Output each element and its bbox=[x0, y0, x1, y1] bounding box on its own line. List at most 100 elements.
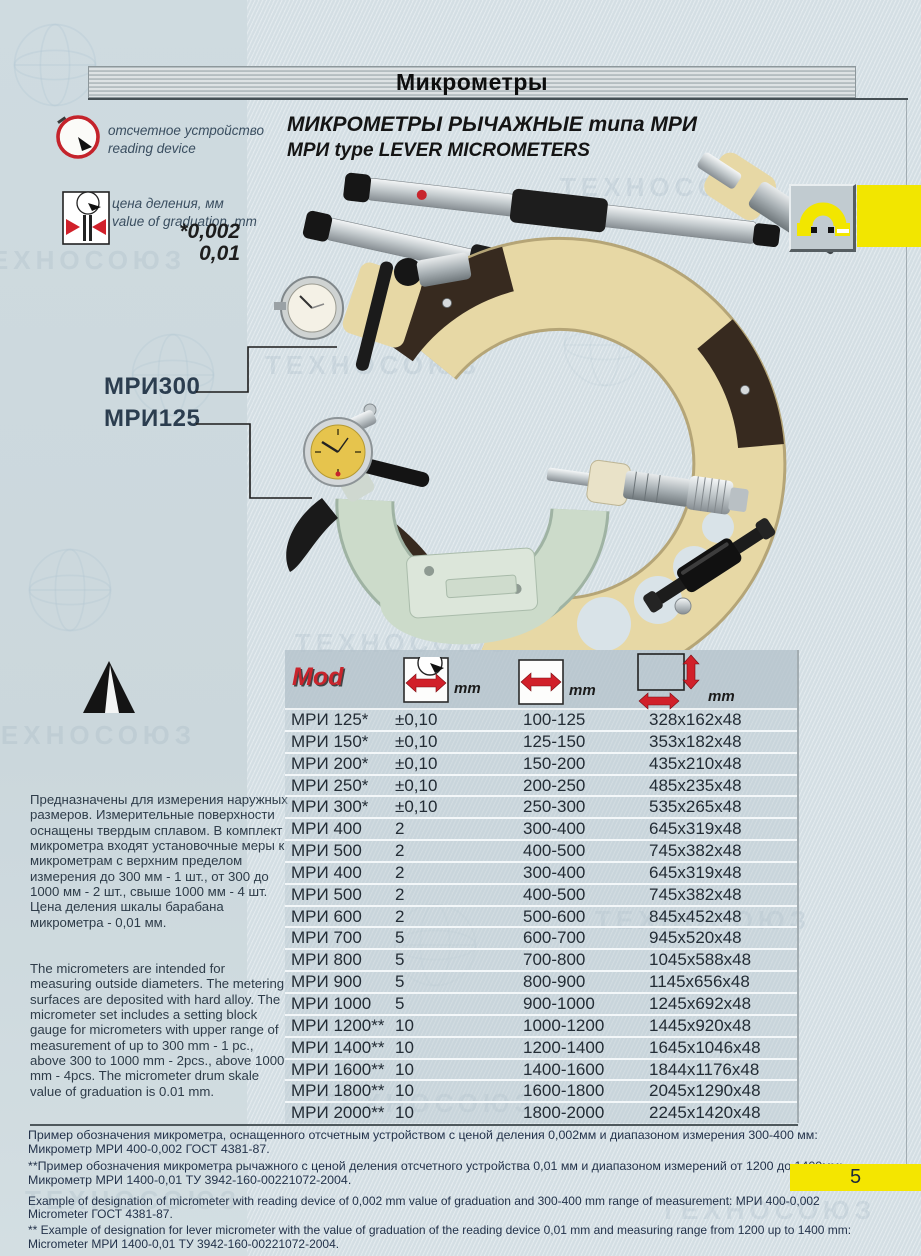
page-title: Микрометры bbox=[395, 68, 549, 95]
product-photo bbox=[274, 152, 843, 650]
cell-dimensions: 1045x588x48 bbox=[649, 950, 752, 970]
cell-accuracy: 2 bbox=[395, 819, 405, 839]
graduation-values: *0,002 0,01 bbox=[96, 220, 240, 266]
cell-dimensions: 2045x1290x48 bbox=[649, 1081, 761, 1101]
table-row: МРИ 150* ±0,10 125-150 353x182x48 bbox=[285, 732, 797, 754]
cell-dimensions: 435x210x48 bbox=[649, 753, 742, 773]
background-watermark: ТЕХНОСОЮЗ bbox=[660, 1195, 877, 1225]
table-row: МРИ 400 2 300-400 645x319x48 bbox=[285, 819, 797, 842]
footnote-line: **Пример обозначения микрометра рычажног… bbox=[28, 1158, 843, 1173]
measuring-range-icon bbox=[518, 659, 564, 705]
setting-rod-small bbox=[643, 518, 776, 613]
table-row: МРИ 1200** 10 1000-1200 1445x920x48 bbox=[285, 1016, 797, 1038]
footnote-group: Example of designation of micrometer wit… bbox=[28, 1193, 906, 1222]
table-row: МРИ 125* ±0,10 100-125 328x162x48 bbox=[285, 710, 797, 732]
cell-dimensions: 1445x920x48 bbox=[649, 1015, 752, 1035]
footnotes: Пример обозначения микрометра, оснащенно… bbox=[28, 1128, 906, 1254]
cell-range: 500-600 bbox=[523, 906, 586, 926]
cell-mod: МРИ 200* bbox=[291, 753, 369, 773]
table-row: МРИ 600 2 500-600 845x452x48 bbox=[285, 907, 797, 929]
cell-mod: МРИ 1600** bbox=[291, 1059, 385, 1079]
footnote-group: **Пример обозначения микрометра рычажног… bbox=[28, 1158, 906, 1188]
table-row: МРИ 800 5 700-800 1045x588x48 bbox=[285, 950, 797, 973]
globe-watermark bbox=[13, 23, 97, 107]
footnote-line: ** Example of designation for lever micr… bbox=[28, 1223, 852, 1238]
graduation-label-ru: цена деления, мм bbox=[112, 196, 224, 211]
table-row: МРИ 1000 5 900-1000 1245x692x48 bbox=[285, 994, 797, 1016]
triangle-logo-icon bbox=[83, 661, 135, 713]
reading-device-icon bbox=[56, 115, 100, 159]
reading-device-label-ru: отсчетное устройство bbox=[108, 123, 265, 138]
cell-range: 700-800 bbox=[523, 950, 586, 970]
cell-mod: МРИ 800 bbox=[291, 950, 362, 970]
cell-range: 400-500 bbox=[523, 841, 586, 861]
cell-mod: МРИ 150* bbox=[291, 731, 369, 751]
cell-mod: МРИ 125* bbox=[291, 710, 369, 729]
model-label-mri300: МРИ300 bbox=[104, 373, 201, 400]
footnote-line: Micrometer ГОСТ 4381-87. bbox=[28, 1207, 173, 1221]
header-underline bbox=[88, 98, 908, 100]
cell-range: 400-500 bbox=[523, 884, 586, 904]
cell-accuracy: 10 bbox=[395, 1037, 414, 1057]
model-labels: МРИ300 МРИ125 bbox=[104, 371, 200, 435]
background-watermark: ТЕХНОСОЮЗ bbox=[0, 245, 187, 275]
dimensions-icon bbox=[637, 653, 700, 710]
range-column-header: mm bbox=[518, 659, 596, 705]
description-ru: Предназначены для измерения наружных раз… bbox=[30, 792, 288, 930]
mod-column-header: Mod bbox=[292, 663, 344, 691]
page-header-bar: Микрометры bbox=[88, 66, 856, 98]
cell-range: 1000-1200 bbox=[523, 1015, 605, 1035]
table-row: МРИ 400 2 300-400 645x319x48 bbox=[285, 863, 797, 885]
spec-table-body: МРИ 125* ±0,10 100-125 328x162x48 МРИ 150* ±0… bbox=[285, 710, 797, 1124]
reading-device-accuracy-icon bbox=[403, 657, 449, 703]
background-watermark: ТЕХНОСОЮЗ bbox=[25, 1185, 242, 1215]
cell-dimensions: 645x319x48 bbox=[649, 819, 742, 839]
cell-dimensions: 745x382x48 bbox=[649, 841, 742, 861]
cell-accuracy: ±0,10 bbox=[395, 731, 438, 751]
cell-dimensions: 645x319x48 bbox=[649, 862, 742, 882]
dimensions-unit-label: mm bbox=[708, 688, 735, 705]
graduation-label: цена деления, мм value of graduation, mm bbox=[112, 195, 257, 230]
cell-dimensions: 945x520x48 bbox=[649, 928, 742, 948]
product-title-ru: МИКРОМЕТРЫ РЫЧАЖНЫЕ типа МРИ bbox=[287, 113, 697, 136]
page-edge-line bbox=[906, 100, 907, 1164]
footnote-line: Пример обозначения микрометра, оснащенно… bbox=[28, 1128, 818, 1142]
cell-dimensions: 1145x656x48 bbox=[649, 972, 750, 992]
globe-watermark bbox=[131, 333, 215, 417]
micrometer-category-icon bbox=[797, 202, 850, 236]
cell-accuracy: 10 bbox=[395, 1103, 414, 1123]
cell-range: 300-400 bbox=[523, 862, 586, 882]
leader-lines bbox=[196, 346, 337, 499]
footnote-line: Example of designation of micrometer wit… bbox=[28, 1193, 820, 1208]
range-unit-label: mm bbox=[569, 682, 596, 699]
cell-accuracy: 2 bbox=[395, 884, 405, 904]
spec-table-header: Mod mm mm bbox=[285, 650, 797, 710]
cell-dimensions: 328x162x48 bbox=[649, 710, 742, 729]
cell-range: 1200-1400 bbox=[523, 1037, 605, 1057]
cell-mod: МРИ 300* bbox=[291, 797, 369, 817]
reading-device-label-en: reading device bbox=[108, 140, 196, 156]
cell-dimensions: 1245x692x48 bbox=[649, 993, 752, 1013]
cell-mod: МРИ 700 bbox=[291, 928, 362, 948]
cell-mod: МРИ 250* bbox=[291, 775, 369, 795]
cell-range: 200-250 bbox=[523, 775, 586, 795]
cell-dimensions: 2245x1420x48 bbox=[649, 1103, 761, 1123]
footnote-group: ** Example of designation for lever micr… bbox=[28, 1223, 906, 1251]
cell-range: 150-200 bbox=[523, 753, 586, 773]
graduation-value-precise: *0,002 bbox=[179, 220, 240, 243]
cell-mod: МРИ 400 bbox=[291, 862, 362, 882]
table-row: МРИ 500 2 400-500 745x382x48 bbox=[285, 885, 797, 907]
cell-mod: МРИ 1200** bbox=[291, 1015, 385, 1035]
cell-mod: МРИ 600 bbox=[291, 906, 362, 926]
micrometer-mri300-photo bbox=[274, 152, 843, 650]
table-bottom-rule bbox=[30, 1124, 798, 1126]
cell-range: 1400-1600 bbox=[523, 1059, 605, 1079]
graduation-value-standard: 0,01 bbox=[199, 242, 240, 266]
cell-dimensions: 745x382x48 bbox=[649, 884, 742, 904]
accuracy-unit-label: mm bbox=[454, 680, 481, 697]
table-row: МРИ 900 5 800-900 1145x656x48 bbox=[285, 972, 797, 994]
spec-table: Mod mm mm bbox=[285, 650, 799, 1124]
cell-range: 900-1000 bbox=[523, 993, 595, 1013]
